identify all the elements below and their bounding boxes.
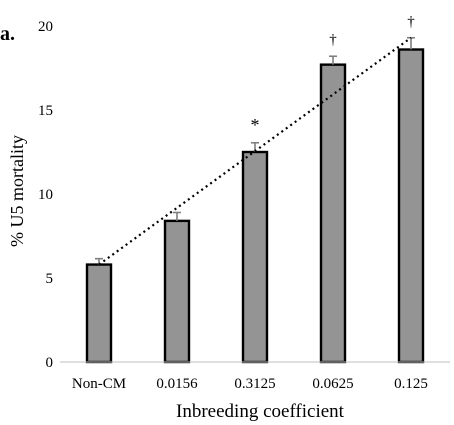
x-tick-label: 0.3125 [234,376,275,392]
x-tick-label: 0.0625 [312,376,353,392]
x-axis-ticks: Non-CM 0.0156 0.3125 0.0625 0.125 [72,376,428,392]
bars [85,48,425,364]
panel-label: a. [0,23,15,45]
bar-0 [85,263,113,364]
x-tick-label: 0.125 [394,376,428,392]
annotation-3: † [329,32,337,48]
y-axis-ticks: 0 5 10 15 20 [38,19,53,371]
x-tick-label: 0.0156 [156,376,198,392]
x-axis-label: Inbreeding coefficient [176,401,345,422]
y-tick-label: 15 [38,103,53,119]
bar-4 [397,48,425,364]
bar-1 [163,219,191,364]
error-bars [95,36,415,265]
y-tick-label: 5 [46,271,54,287]
error-bar-3 [329,55,337,65]
y-tick-label: 20 [38,19,53,35]
error-bar-1 [173,211,181,221]
annotation-2: * [251,115,260,135]
bar-2 [241,150,269,364]
bar-3 [319,63,347,364]
trendline [98,36,412,266]
y-tick-label: 0 [46,355,54,371]
significance-annotations: * † † [251,14,416,135]
x-tick-label: Non-CM [72,376,126,392]
y-axis-label: % U5 mortality [7,135,27,247]
annotation-4: † [407,14,415,30]
error-bar-4 [407,36,415,50]
y-tick-label: 10 [38,187,53,203]
